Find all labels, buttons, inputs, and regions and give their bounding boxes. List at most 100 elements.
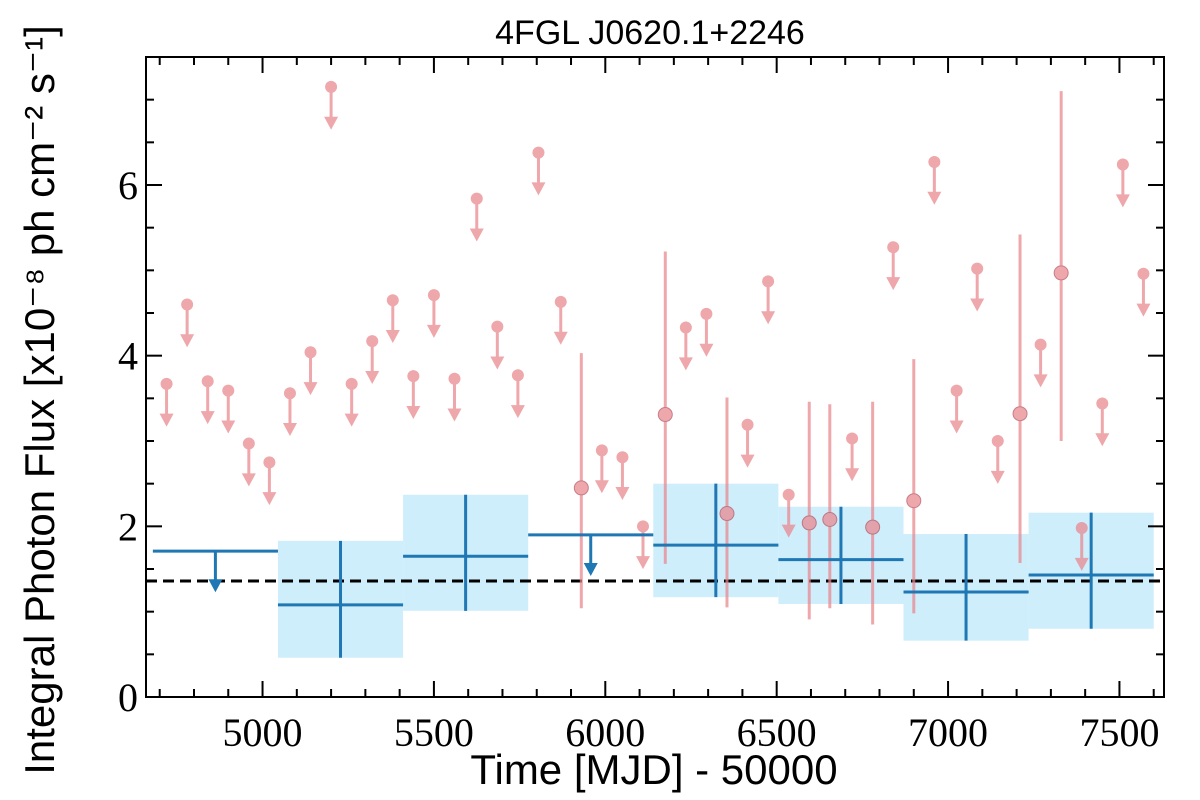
x-tick-label: 5000 [223,710,303,755]
fine-upper-limit-arrow [303,382,318,396]
fine-bin-upper-limit [990,435,1005,484]
fine-upper-limit-arrow [740,454,755,468]
fine-upper-limit-arrow [1033,374,1048,388]
fine-upper-limit-marker [283,387,296,400]
fine-upper-limit-marker [637,520,650,533]
x-tick-label: 7000 [908,710,988,755]
fine-upper-limit-marker [386,294,399,307]
fine-upper-limit-arrow [1095,433,1110,447]
fine-bin-upper-limit [1074,522,1089,571]
coarse-bin-series [152,483,1154,658]
fine-bin-detection [573,353,589,609]
fine-bin-upper-limit [594,444,609,494]
fine-bin-upper-limit [365,335,380,384]
fine-bin-upper-limit [740,418,755,468]
fine-upper-limit-arrow [282,423,297,437]
fine-bin-upper-limit [886,241,901,291]
fine-bin-upper-limit [282,387,297,437]
fine-upper-limit-arrow [927,191,942,205]
fine-upper-limit-marker [950,384,963,397]
fine-bin-upper-limit [636,520,651,570]
fine-upper-limit-marker [887,241,900,254]
fine-bin-upper-limit [447,372,462,422]
fine-upper-limit-arrow [678,357,693,371]
fine-bin-upper-limit [970,262,985,312]
fine-upper-limit-arrow [1136,303,1151,317]
fine-upper-limit-marker [201,375,214,388]
fine-bin-upper-limit [1095,397,1110,447]
fine-bin-upper-limit [845,432,860,482]
fine-bin-upper-limit [406,370,421,419]
fine-bin-upper-limit [699,307,714,357]
fine-bin-upper-limit [241,437,256,487]
plot-frame [145,56,1165,698]
fine-bin-upper-limit [469,192,484,242]
fine-upper-limit-marker [532,146,545,159]
fine-upper-limit-marker [679,321,692,334]
fine-upper-limit-arrow [469,228,484,242]
fine-bin-detection [1053,91,1069,441]
fine-upper-limit-marker [366,335,379,348]
fine-upper-limit-arrow [990,470,1005,484]
fine-bin-upper-limit [510,369,525,419]
fine-upper-limit-arrow [761,311,776,325]
coarse-bin-detection [1028,512,1154,629]
fine-upper-limit-arrow [324,116,339,130]
fine-detection-marker [906,493,922,509]
fine-bin-upper-limit [426,289,441,338]
x-tick-label: 6000 [565,710,645,755]
coarse-upper-limit-arrow [583,563,598,576]
fine-detection-marker [822,512,838,528]
fine-bin-upper-limit [262,456,277,506]
fine-upper-limit-arrow [553,331,568,345]
fine-bin-detection [657,251,673,564]
fine-bin-upper-limit [490,320,505,370]
fine-upper-limit-arrow [447,408,462,422]
fine-upper-limit-arrow [344,413,359,427]
fine-upper-limit-marker [991,435,1004,447]
fine-upper-limit-marker [325,80,338,93]
y-tick-label: 0 [118,675,138,720]
fine-upper-limit-marker [554,295,567,308]
fine-upper-limit-arrow [845,468,860,482]
fine-bin-upper-limit [553,295,568,345]
axes: 5000 5500 6000 6500 7000 7500 0 2 4 6 [118,56,1165,755]
fine-bin-upper-limit [180,298,195,348]
fine-upper-limit-arrow [426,324,441,338]
fine-upper-limit-arrow [886,277,901,291]
fine-bin-upper-limit [781,488,796,538]
fine-upper-limit-arrow [531,182,546,196]
fine-upper-limit-marker [1116,158,1129,171]
fine-bin-detection [865,401,881,625]
fine-detection-marker [801,515,817,531]
fine-upper-limit-marker [741,418,754,431]
fine-upper-limit-marker [407,370,420,383]
coarse-bin-detection [778,506,904,604]
y-axis-label: Integral Photon Flux [x10⁻⁸ ph cm⁻² s⁻¹] [16,25,63,775]
chart-title: 4FGL J0620.1+2246 [495,14,805,52]
fine-detection-marker [657,407,673,423]
fine-bin-upper-limit [344,377,359,427]
fine-upper-limit-arrow [781,524,796,538]
fine-upper-limit-arrow [262,492,277,506]
coarse-bin-upper-limit [528,533,654,576]
fine-upper-limit-arrow [221,420,236,434]
fine-detection-marker [865,519,881,535]
fine-upper-limit-marker [345,377,358,390]
fine-detection-marker [1012,406,1028,422]
fine-upper-limit-marker [160,377,173,390]
x-axis-label: Time [MJD] - 50000 [470,746,837,793]
fine-bin-detection [906,359,922,614]
fine-upper-limit-arrow [594,480,609,494]
fine-bin-upper-limit [678,321,693,371]
coarse-bin-detection [903,534,1029,641]
fine-upper-limit-arrow [510,405,525,419]
fine-upper-limit-marker [1075,522,1088,535]
x-tick-label: 7500 [1079,710,1159,755]
coarse-bin-detection [653,483,779,598]
fine-bin-upper-limit [531,146,546,196]
x-tick-label: 5500 [394,710,474,755]
fine-bin-detection [719,397,735,608]
fine-upper-limit-arrow [241,473,256,487]
